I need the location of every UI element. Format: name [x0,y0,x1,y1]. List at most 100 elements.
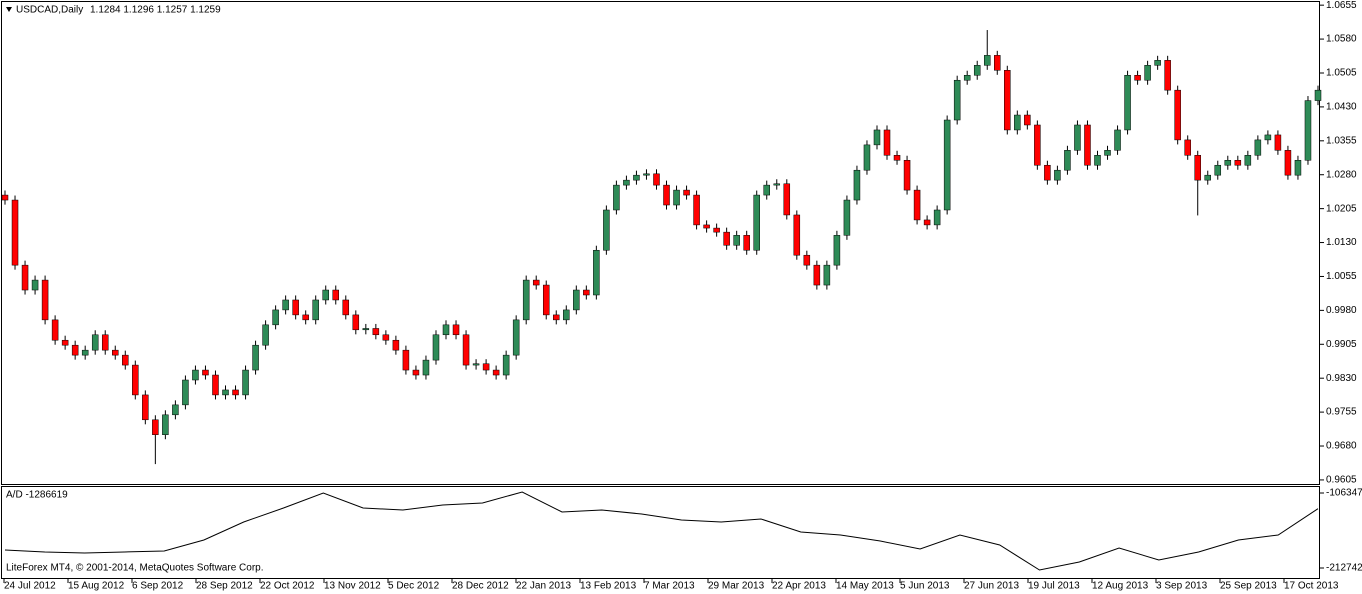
x-tick-label: 6 Sep 2012 [132,581,184,592]
x-tick-label: 22 Jan 2013 [516,581,571,592]
x-tick-label: 22 Apr 2013 [772,581,826,592]
candle-body [222,389,229,396]
candle-body [342,299,350,316]
y-tick-label: 1.0430 [1326,102,1357,113]
candle-body [1094,155,1101,166]
candle-body [783,183,791,216]
candle-body [482,363,490,371]
candle-body [292,299,299,316]
menu-triangle[interactable] [6,7,12,12]
candle-body [753,194,760,251]
candle-body [1124,74,1131,131]
y-tick-label: 0.9830 [1326,373,1357,384]
candle-body [633,174,640,181]
candle-body [773,183,781,186]
candle-body [713,227,720,233]
copyright: LiteForex MT4, © 2001-2014, MetaQuotes S… [6,563,264,574]
candle-body [693,194,700,226]
candle-body [623,179,630,186]
candle-body [272,309,279,326]
candle-body [81,349,89,356]
candle-body [101,334,109,351]
candle-body [1244,155,1252,166]
candle-body [903,160,911,191]
candle-body [823,264,831,286]
candle-body [653,173,660,186]
candle-body [1054,169,1061,181]
candle-body [472,363,480,366]
candle-body [1304,100,1312,161]
candle-body [21,264,29,291]
candle-body [1,194,9,201]
candle-body [1294,160,1302,176]
candle-body [332,289,340,301]
candle-body [843,199,851,236]
candle-body [683,189,690,196]
y-tick-label: -1063472 [1326,488,1362,499]
indicator-frame [1,486,1320,579]
candle-body [202,369,209,376]
x-tick-label: 28 Dec 2012 [452,581,509,592]
x-tick-label: 29 Mar 2013 [708,581,765,592]
candle-body [1174,89,1181,141]
candle-body [553,314,560,321]
candle-body [1164,60,1171,91]
candle-body [563,309,570,321]
candle-body [402,349,410,371]
candle-body [1204,174,1211,181]
candle-body [322,289,329,301]
candle-body [763,184,770,196]
candle-body [71,344,79,356]
symbol: USDCAD,Daily [16,5,83,16]
x-tick-label: 27 Jun 2013 [964,581,1019,592]
x-tick-label: 12 Aug 2013 [1092,581,1149,592]
candle-body [362,328,370,331]
y-tick-label: 1.0355 [1326,135,1357,146]
candle-body [162,414,169,435]
candle-body [1284,150,1292,176]
y-tick-label: 1.0280 [1326,169,1357,180]
candle-body [492,369,500,376]
candle-body [1184,139,1191,156]
candle-body [282,299,289,311]
candle-body [863,144,871,171]
main-frame [1,1,1320,485]
y-tick-label: 0.9680 [1326,441,1357,452]
candle-body [893,155,901,161]
x-tick-label: 24 Jul 2012 [4,581,56,592]
candle-body [1224,160,1232,166]
candle-body [312,299,319,321]
candle-body [532,279,540,286]
x-tick-label: 14 May 2013 [836,581,894,592]
candle-body [983,55,991,66]
candle-body [61,339,69,346]
candle-body [994,55,1001,71]
x-tick-label: 25 Sep 2013 [1220,581,1277,592]
quote: 1.1284 1.1296 1.1257 1.1259 [90,5,221,16]
candle-body [382,334,390,341]
x-tick-label: 13 Nov 2012 [324,581,381,592]
candle-body [643,173,650,176]
x-tick-label: 5 Jun 2013 [900,581,950,592]
candle-body [1314,89,1322,101]
candle-body [462,334,470,366]
candle-body [142,394,149,421]
candle-body [1074,124,1081,151]
candle-body [502,354,510,376]
candle-body [723,231,730,246]
candle-body [112,349,119,356]
candle-body [1234,160,1242,166]
y-tick-label: 1.0205 [1326,203,1357,214]
candle-body [793,214,801,256]
candle-body [432,334,440,361]
candle-body [372,328,380,336]
candle-body [31,279,39,291]
candle-body [703,224,710,229]
candle-body [262,324,269,346]
candle-body [412,369,420,376]
candle-body [1154,60,1161,66]
candle-body [573,289,580,311]
candle-body [392,339,400,351]
candle-body [913,189,921,221]
